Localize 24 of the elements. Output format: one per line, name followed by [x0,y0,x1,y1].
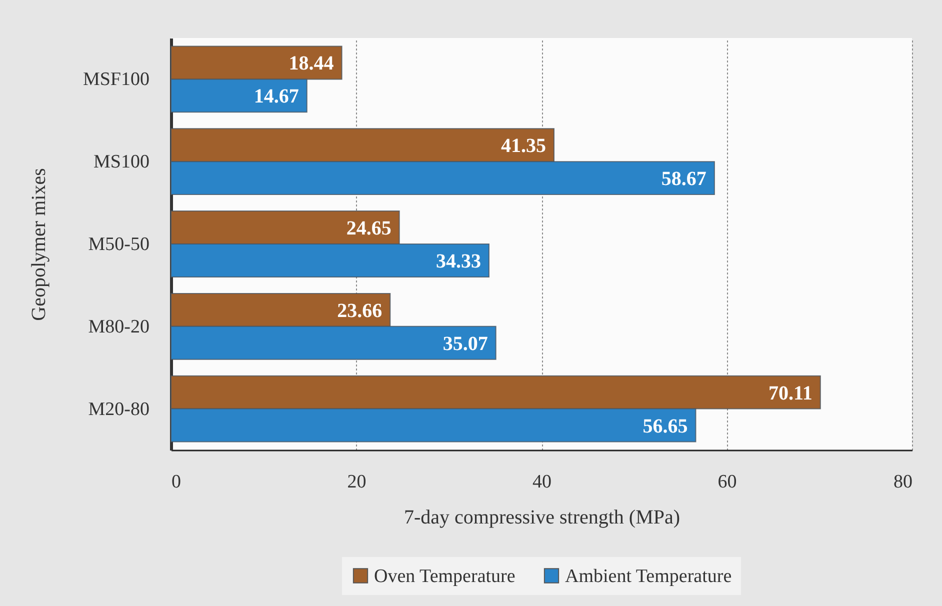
x-tick-label: 0 [172,472,181,492]
y-tick-label: M20-80 [88,398,150,420]
y-tick-label: MSF100 [82,69,150,90]
legend-label: Ambient Temperature [565,566,732,587]
data-label: 14.67 [254,86,299,108]
y-tick-label: MS100 [94,152,150,173]
x-tick-label: 40 [532,472,552,492]
data-label: 58.67 [661,168,706,190]
x-axis-title: 7-day compressive strength (MPa) [404,506,680,528]
data-label: 34.33 [436,250,481,272]
data-label: 56.65 [642,415,688,438]
legend-label: Oven Temperature [374,566,516,587]
data-label: 24.65 [346,218,392,240]
y-tick-label: M50-50 [88,234,150,255]
x-tick-label: 80 [894,472,912,492]
data-label: 70.11 [768,382,812,404]
data-label: 18.44 [288,52,334,75]
x-tick-label: 20 [347,472,366,492]
data-label: 41.35 [501,135,546,158]
y-axis-title: Geopolymer mixes [28,168,50,321]
y-tick-label: M80-20 [88,316,150,338]
data-label: 35.07 [442,332,488,355]
data-label: 23.66 [337,300,382,322]
x-tick-label: 60 [718,472,737,492]
